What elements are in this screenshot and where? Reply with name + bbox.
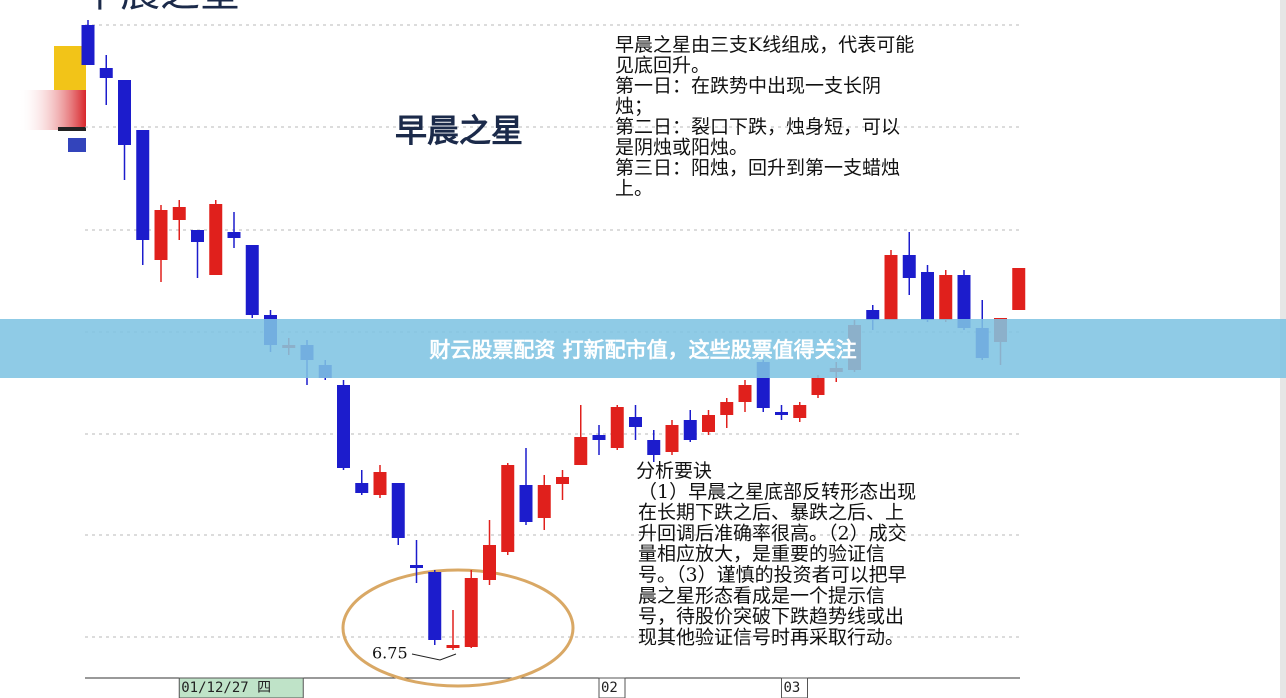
description: 早晨之星由三支K线组成，代表可能见底回升。第一日：在跌势中出现一支长阴烛；第二日… [615, 34, 914, 200]
candle-body [391, 483, 405, 538]
candle-body [592, 435, 606, 440]
candle-body [884, 255, 898, 320]
analysis-line: 在长期下跌之后、暴跌之后、上 [638, 502, 904, 524]
description-line: 早晨之星由三支K线组成，代表可能 [615, 34, 914, 56]
analysis-line: 升回调后准确率很高。（2）成交 [638, 522, 907, 544]
low-pointer [411, 653, 457, 661]
analysis: 分析要诀（1）早晨之星底部反转形态出现在长期下跌之后、暴跌之后、上升回调后准确率… [636, 460, 916, 648]
description-line: 烛； [615, 96, 653, 118]
x-tick-label: 01/12/27 四 [181, 680, 271, 696]
decor-line [58, 127, 86, 131]
candle-body [99, 68, 113, 78]
analysis-line: 量相应放大，是重要的验证信 [638, 543, 885, 565]
analysis-line: 号，待股价突破下跌趋势线或出 [638, 606, 904, 628]
candle-body [191, 230, 204, 242]
analysis-line: 号。（3）谨慎的投资者可以把早 [638, 564, 907, 586]
x-tick-label: 03 [784, 680, 801, 696]
candle-body [902, 255, 916, 278]
description-line: 见底回升。 [615, 55, 710, 77]
heading: 早晨之星 [395, 112, 523, 150]
candle-body [665, 425, 679, 452]
candle-body [464, 578, 478, 647]
description-line: 第一日：在跌势中出现一支长阴 [615, 75, 881, 97]
candle-body [227, 232, 241, 238]
candle-body [793, 405, 807, 418]
candle-body [775, 412, 788, 415]
low-annotation: 6.75 [372, 644, 408, 663]
candle-body [355, 483, 369, 493]
candle-body [647, 440, 661, 455]
x-tick-box [781, 677, 808, 698]
candle-body [921, 272, 934, 320]
description-line: 上。 [615, 178, 653, 200]
candle-body [629, 417, 642, 427]
candle-body [136, 130, 150, 240]
candle-body [556, 477, 569, 484]
decor-red [18, 90, 86, 130]
analysis-line: 晨之星形态看成是一个提示信 [638, 585, 885, 607]
candle-body [446, 645, 460, 648]
cropped-title: 早晨之星 [80, 0, 240, 16]
candle-body [337, 385, 350, 468]
candle-body [866, 310, 880, 320]
candle-body [811, 378, 825, 395]
candle-body [483, 545, 496, 580]
x-tick-box [598, 677, 626, 698]
candle-body [81, 25, 95, 65]
x-tick-label: 02 [601, 680, 618, 696]
description-line: 是阴烛或阳烛。 [615, 137, 748, 159]
candle-body [738, 385, 752, 402]
analysis-line: 分析要诀 [636, 460, 712, 482]
candle-body [154, 210, 168, 260]
candle-body [118, 80, 131, 145]
candle-body [172, 207, 186, 220]
candle-body [957, 275, 971, 328]
candle-body [702, 415, 715, 432]
description-line: 第三日：阳烛，回升到第一支蜡烛 [615, 157, 900, 179]
analysis-line: （1）早晨之星底部反转形态出现 [638, 481, 916, 503]
candle-body [245, 245, 259, 315]
candle-body [574, 437, 588, 465]
x-tick-box [178, 677, 304, 698]
candle-body [428, 572, 442, 640]
candle-body [519, 485, 533, 522]
highlight-ellipse [341, 568, 575, 688]
decor-yellow [54, 46, 86, 90]
decor-blue [68, 138, 86, 152]
description-line: 第二日：裂口下跌，烛身短，可以 [615, 116, 900, 138]
candle-body [209, 204, 223, 275]
candle-body [610, 407, 624, 448]
grid [85, 24, 1020, 638]
candle-body [537, 485, 551, 518]
candle-body [683, 420, 697, 440]
candle-body [501, 465, 515, 552]
candle-body [720, 402, 734, 415]
candle-body [939, 275, 953, 320]
analysis-line: 现其他验证信号时再采取行动。 [638, 626, 904, 648]
candle-body [373, 472, 387, 495]
candle-body [1012, 268, 1026, 310]
candle-body [410, 565, 423, 568]
banner: 财云股票配资 打新配市值，这些股票值得关注 [0, 319, 1286, 378]
